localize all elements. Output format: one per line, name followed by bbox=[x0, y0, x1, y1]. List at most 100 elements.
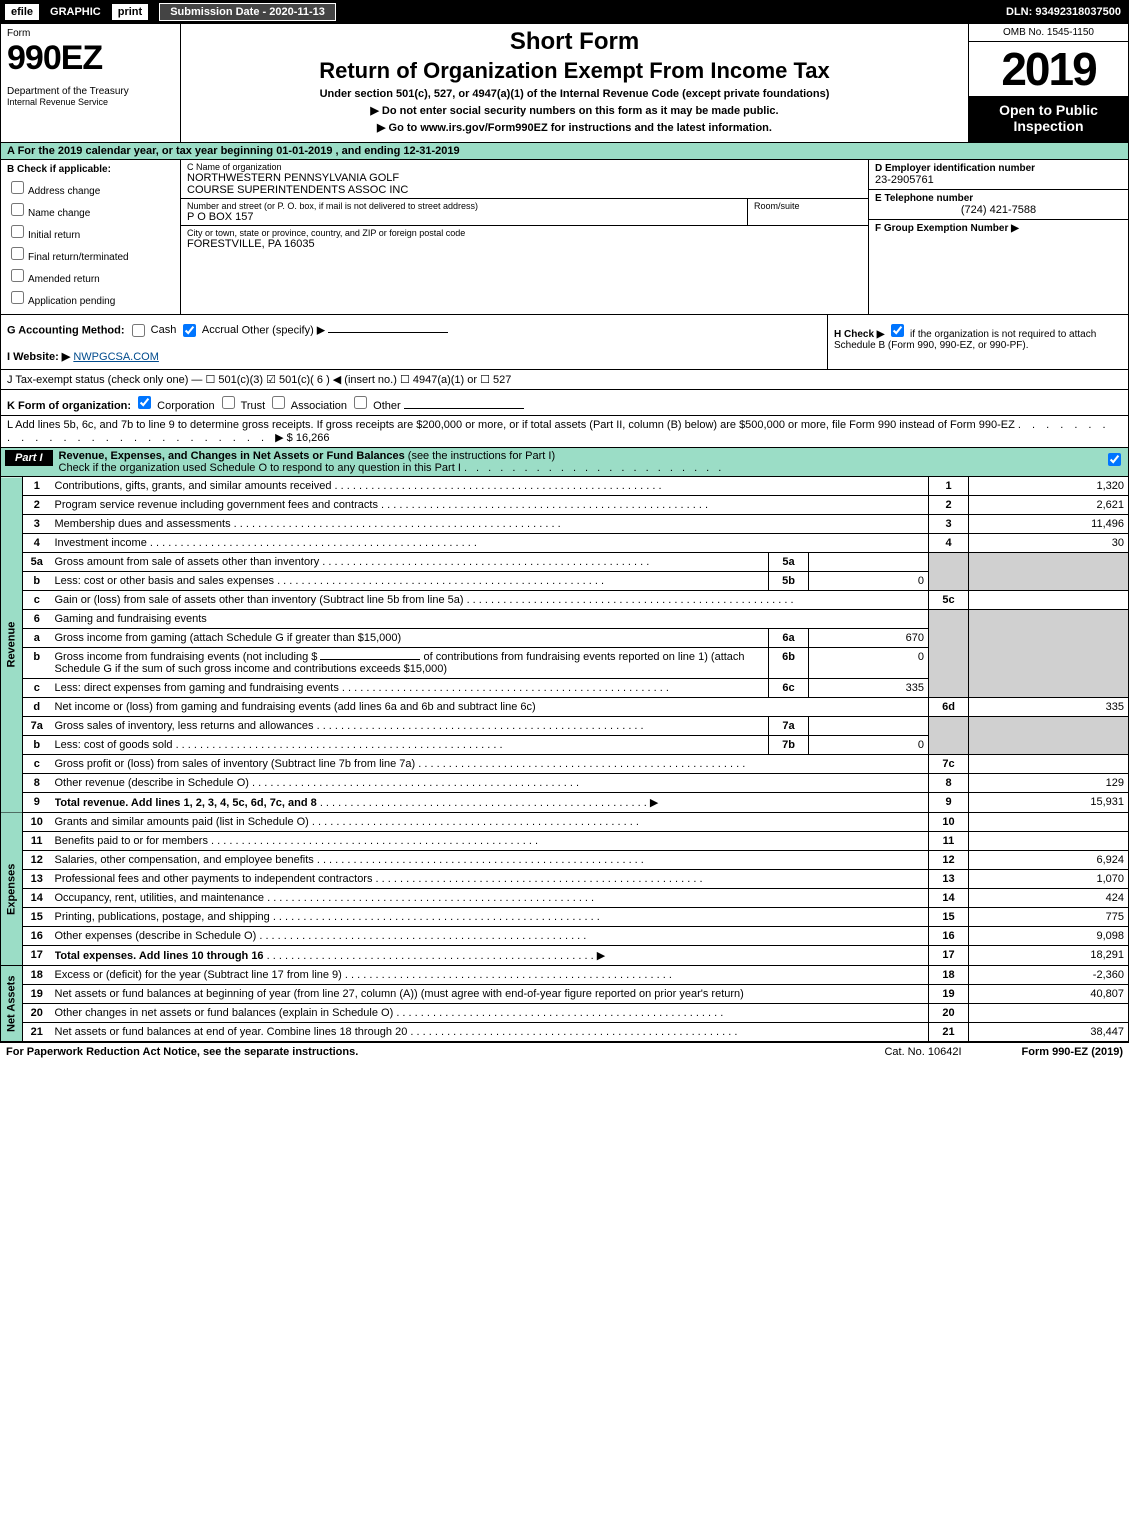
line-5a-num: 5a bbox=[23, 553, 51, 572]
line-7c-col: 7c bbox=[929, 755, 969, 774]
line-7a-sub: 7a bbox=[769, 717, 809, 736]
line-13-desc: Professional fees and other payments to … bbox=[55, 873, 373, 885]
line-6b-sub: 6b bbox=[769, 648, 809, 679]
line-21-amount: 38,447 bbox=[969, 1023, 1129, 1042]
print-button[interactable]: print bbox=[111, 3, 149, 21]
goto-link: Go to www.irs.gov/Form990EZ for instruct… bbox=[189, 121, 960, 134]
line-11-col: 11 bbox=[929, 832, 969, 851]
line-8-col: 8 bbox=[929, 774, 969, 793]
line-12-amount: 6,924 bbox=[969, 851, 1129, 870]
checkbox-cash[interactable] bbox=[132, 324, 145, 337]
checkbox-application-pending[interactable] bbox=[11, 291, 24, 304]
section-j: J Tax-exempt status (check only one) — ☐… bbox=[0, 370, 1129, 390]
line-7c-desc: Gross profit or (loss) from sales of inv… bbox=[55, 758, 416, 770]
line-3-desc: Membership dues and assessments bbox=[55, 518, 231, 530]
form-number-footer: Form 990-EZ (2019) bbox=[1022, 1046, 1123, 1058]
line-7b-desc: Less: cost of goods sold bbox=[55, 739, 173, 751]
checkbox-other-org[interactable] bbox=[354, 396, 367, 409]
line-8-amount: 129 bbox=[969, 774, 1129, 793]
f-label: F Group Exemption Number ▶ bbox=[875, 223, 1122, 234]
line-11-desc: Benefits paid to or for members bbox=[55, 835, 208, 847]
label-trust: Trust bbox=[241, 400, 266, 412]
line-2-col: 2 bbox=[929, 496, 969, 515]
line-7a-desc: Gross sales of inventory, less returns a… bbox=[55, 720, 314, 732]
checkbox-part-i-schedule-o[interactable] bbox=[1108, 453, 1121, 466]
cat-number: Cat. No. 10642I bbox=[884, 1046, 961, 1058]
dln-number: DLN: 93492318037500 bbox=[1006, 6, 1129, 18]
l-arrow: ▶ bbox=[275, 432, 283, 444]
line-9-col: 9 bbox=[929, 793, 969, 813]
line-9-desc: Total revenue. Add lines 1, 2, 3, 4, 5c,… bbox=[55, 797, 317, 809]
label-other-specify: Other (specify) ▶ bbox=[242, 324, 326, 336]
checkbox-trust[interactable] bbox=[222, 396, 235, 409]
line-1-num: 1 bbox=[23, 477, 51, 496]
section-gh: G Accounting Method: Cash Accrual Other … bbox=[0, 315, 1129, 370]
paperwork-notice: For Paperwork Reduction Act Notice, see … bbox=[6, 1046, 358, 1058]
line-16-desc: Other expenses (describe in Schedule O) bbox=[55, 930, 257, 942]
return-title: Return of Organization Exempt From Incom… bbox=[189, 58, 960, 84]
checkbox-corporation[interactable] bbox=[138, 396, 151, 409]
form-number: 990EZ bbox=[7, 39, 174, 78]
line-19-desc: Net assets or fund balances at beginning… bbox=[51, 985, 929, 1004]
section-k: K Form of organization: Corporation Trus… bbox=[0, 390, 1129, 416]
section-b-heading: B Check if applicable: bbox=[7, 164, 174, 175]
org-name-1: NORTHWESTERN PENNSYLVANIA GOLF bbox=[187, 172, 862, 184]
line-13-col: 13 bbox=[929, 870, 969, 889]
line-19-col: 19 bbox=[929, 985, 969, 1004]
line-10-desc: Grants and similar amounts paid (list in… bbox=[55, 816, 309, 828]
line-17-amount: 18,291 bbox=[969, 946, 1129, 966]
header-right: OMB No. 1545-1150 2019 Open to Public In… bbox=[968, 24, 1128, 142]
section-e: E Telephone number (724) 421-7588 bbox=[869, 190, 1128, 220]
line-8-desc: Other revenue (describe in Schedule O) bbox=[55, 777, 249, 789]
checkbox-name-change[interactable] bbox=[11, 203, 24, 216]
line-13-num: 13 bbox=[23, 870, 51, 889]
d-value: 23-2905761 bbox=[875, 174, 1122, 186]
line-4-col: 4 bbox=[929, 534, 969, 553]
omb-number: OMB No. 1545-1150 bbox=[969, 24, 1128, 42]
checkbox-accrual[interactable] bbox=[183, 324, 196, 337]
room-label: Room/suite bbox=[754, 201, 862, 211]
line-6c-desc: Less: direct expenses from gaming and fu… bbox=[55, 682, 339, 694]
line-10-amount bbox=[969, 813, 1129, 832]
checkbox-final-return[interactable] bbox=[11, 247, 24, 260]
line-21-desc: Net assets or fund balances at end of ye… bbox=[55, 1026, 408, 1038]
under-section: Under section 501(c), 527, or 4947(a)(1)… bbox=[189, 88, 960, 100]
checkbox-association[interactable] bbox=[272, 396, 285, 409]
line-13-amount: 1,070 bbox=[969, 870, 1129, 889]
gray-5ab bbox=[929, 553, 969, 591]
side-label-revenue: Revenue bbox=[1, 477, 23, 813]
line-3-amount: 11,496 bbox=[969, 515, 1129, 534]
other-org-blank bbox=[404, 408, 524, 409]
line-6c-num: c bbox=[23, 679, 51, 698]
line-4-desc: Investment income bbox=[55, 537, 147, 549]
goto-text[interactable]: Go to www.irs.gov/Form990EZ for instruct… bbox=[389, 122, 772, 134]
city-label: City or town, state or province, country… bbox=[187, 228, 862, 238]
line-6d-desc: Net income or (loss) from gaming and fun… bbox=[55, 701, 536, 713]
tax-year: 2019 bbox=[969, 42, 1128, 96]
line-15-amount: 775 bbox=[969, 908, 1129, 927]
part-i-header: Part I Revenue, Expenses, and Changes in… bbox=[0, 448, 1129, 477]
side-label-netassets: Net Assets bbox=[1, 966, 23, 1042]
line-6-desc: Gaming and fundraising events bbox=[51, 610, 929, 629]
line-6b-num: b bbox=[23, 648, 51, 679]
gray-7ab bbox=[929, 717, 969, 755]
label-name-change: Name change bbox=[28, 208, 90, 219]
line-1-desc: Contributions, gifts, grants, and simila… bbox=[55, 480, 332, 492]
line-16-num: 16 bbox=[23, 927, 51, 946]
checkbox-address-change[interactable] bbox=[11, 181, 24, 194]
top-bar: efile GRAPHIC print Submission Date - 20… bbox=[0, 0, 1129, 24]
line-6a-desc: Gross income from gaming (attach Schedul… bbox=[55, 632, 402, 644]
section-g: G Accounting Method: Cash Accrual Other … bbox=[1, 315, 828, 369]
checkbox-h[interactable] bbox=[891, 324, 904, 337]
checkbox-initial-return[interactable] bbox=[11, 225, 24, 238]
header-left: Form 990EZ Department of the Treasury In… bbox=[1, 24, 181, 142]
line-17-num: 17 bbox=[23, 946, 51, 966]
side-label-expenses: Expenses bbox=[1, 813, 23, 966]
checkbox-amended-return[interactable] bbox=[11, 269, 24, 282]
website-link[interactable]: NWPGCSA.COM bbox=[73, 351, 159, 363]
line-9-num: 9 bbox=[23, 793, 51, 813]
page-footer: For Paperwork Reduction Act Notice, see … bbox=[0, 1042, 1129, 1061]
line-3-col: 3 bbox=[929, 515, 969, 534]
line-12-desc: Salaries, other compensation, and employ… bbox=[55, 854, 314, 866]
submission-date: Submission Date - 2020-11-13 bbox=[159, 3, 336, 21]
